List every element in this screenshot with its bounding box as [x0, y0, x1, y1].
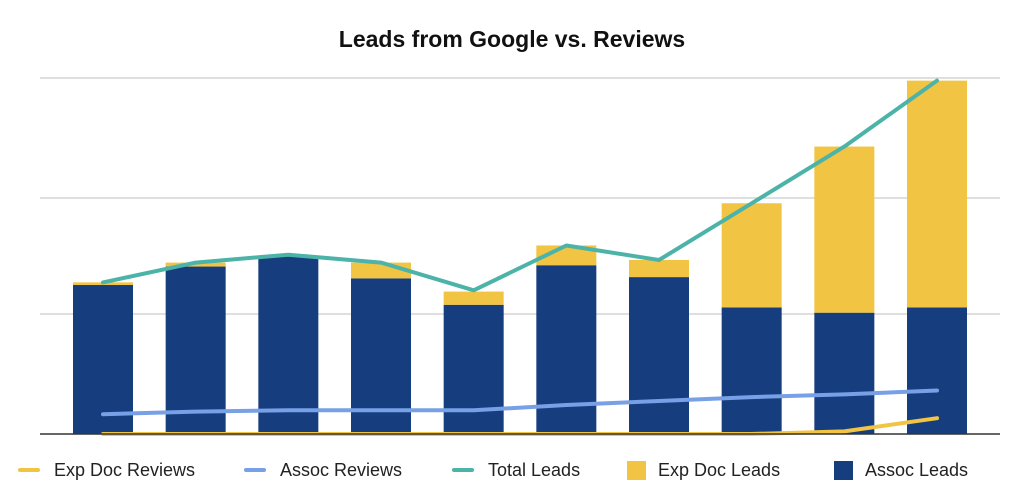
- legend-label-assoc-reviews: Assoc Reviews: [280, 459, 403, 480]
- legend-swatch-total-leads: [452, 468, 474, 472]
- bar-assoc-leads: [443, 304, 504, 434]
- bar-exp-doc-leads: [629, 259, 689, 278]
- legend-item-assoc-leads[interactable]: Assoc Leads: [834, 455, 968, 485]
- legend-swatch-assoc-reviews: [244, 468, 266, 472]
- legend-item-assoc-reviews[interactable]: Assoc Reviews: [244, 455, 402, 485]
- series-line-total-leads: [101, 78, 939, 293]
- bar-assoc-leads: [258, 256, 319, 434]
- bar-exp-doc-leads: [443, 291, 504, 305]
- legend-swatch-exp-doc-leads: [627, 460, 646, 480]
- bar-assoc-leads: [73, 285, 133, 434]
- bar-assoc-leads: [814, 312, 875, 434]
- bar-exp-doc-leads: [907, 80, 967, 308]
- legend: Exp Doc Reviews Assoc Reviews Total Lead…: [0, 455, 1024, 485]
- legend-swatch-assoc-leads: [834, 460, 853, 480]
- series-line-exp-doc-reviews: [101, 416, 939, 436]
- bar-assoc-leads: [165, 266, 226, 434]
- bar-exp-doc-leads: [721, 203, 782, 308]
- legend-item-exp-doc-reviews[interactable]: Exp Doc Reviews: [18, 455, 195, 485]
- bar-assoc-leads: [721, 307, 782, 434]
- line-layer: [101, 78, 939, 436]
- series-line-assoc-reviews: [101, 388, 939, 417]
- legend-item-exp-doc-leads[interactable]: Exp Doc Leads: [627, 455, 780, 485]
- bar-layer: [73, 80, 967, 434]
- legend-label-assoc-leads: Assoc Leads: [865, 459, 969, 480]
- bar-exp-doc-leads: [536, 245, 597, 266]
- bar-assoc-leads: [907, 307, 967, 434]
- legend-label-exp-doc-reviews: Exp Doc Reviews: [54, 459, 196, 480]
- legend-swatch-exp-doc-reviews: [18, 468, 40, 472]
- bar-assoc-leads: [629, 277, 689, 434]
- legend-label-exp-doc-leads: Exp Doc Leads: [658, 459, 781, 480]
- bar-exp-doc-leads: [814, 146, 875, 313]
- chart-plot: [40, 77, 1000, 436]
- bar-assoc-leads: [536, 265, 597, 434]
- chart-title: Leads from Google vs. Reviews: [338, 26, 686, 52]
- legend-item-total-leads[interactable]: Total Leads: [452, 455, 580, 485]
- bar-assoc-leads: [351, 278, 411, 434]
- legend-label-total-leads: Total Leads: [488, 459, 581, 480]
